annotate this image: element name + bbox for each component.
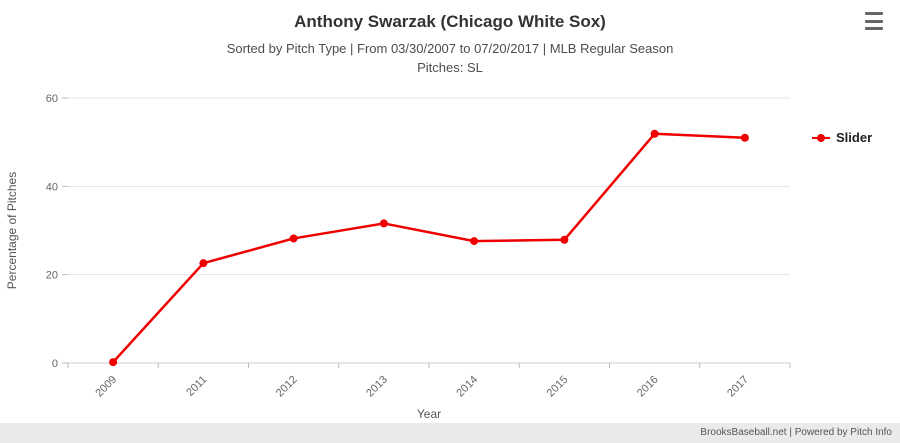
x-tick-label: 2009 <box>93 374 119 400</box>
data-point[interactable] <box>650 129 659 138</box>
x-axis-title: Year <box>417 407 441 421</box>
x-tick-label: 2017 <box>725 374 751 400</box>
x-tick-label: 2014 <box>454 374 480 400</box>
chart-subtitle: Sorted by Pitch Type | From 03/30/2007 t… <box>226 41 674 56</box>
y-tick-label: 20 <box>46 270 58 282</box>
data-point[interactable] <box>470 237 479 246</box>
y-tick-label: 0 <box>52 358 58 370</box>
footer-credit: BrooksBaseball.net | Powered by Pitch In… <box>0 423 900 443</box>
x-tick-label: 2015 <box>545 374 571 400</box>
data-point[interactable] <box>199 259 208 268</box>
legend-item-slider[interactable]: Slider <box>812 130 872 145</box>
data-point[interactable] <box>560 235 569 244</box>
data-point[interactable] <box>379 219 388 228</box>
y-tick-label: 40 <box>46 181 58 193</box>
pitch-usage-chart[interactable]: 0 20 40 60 2009 2011 2012 2013 2014 2015 2016 2017 P… <box>0 88 900 433</box>
y-tick-label: 60 <box>46 93 58 105</box>
chart-menu-button[interactable] <box>860 10 888 32</box>
chart-subtitle-pitches: Pitches: SL <box>417 60 483 75</box>
series-line <box>111 132 747 364</box>
x-tick-label: 2011 <box>184 374 209 399</box>
data-point[interactable] <box>109 358 118 367</box>
x-tick-label: 2013 <box>364 374 390 400</box>
legend-label: Slider <box>836 130 873 145</box>
x-tick-label: 2012 <box>274 374 300 400</box>
hamburger-icon <box>865 12 883 15</box>
legend: Slider <box>812 130 872 145</box>
y-axis-title: Percentage of Pitches <box>5 172 19 289</box>
x-tick-label: 2016 <box>635 374 661 400</box>
legend-marker-icon <box>812 133 830 142</box>
data-point[interactable] <box>740 133 749 142</box>
legend-marker-dot <box>817 133 825 142</box>
data-point[interactable] <box>289 234 298 243</box>
page-title: Anthony Swarzak (Chicago White Sox) <box>294 12 606 31</box>
